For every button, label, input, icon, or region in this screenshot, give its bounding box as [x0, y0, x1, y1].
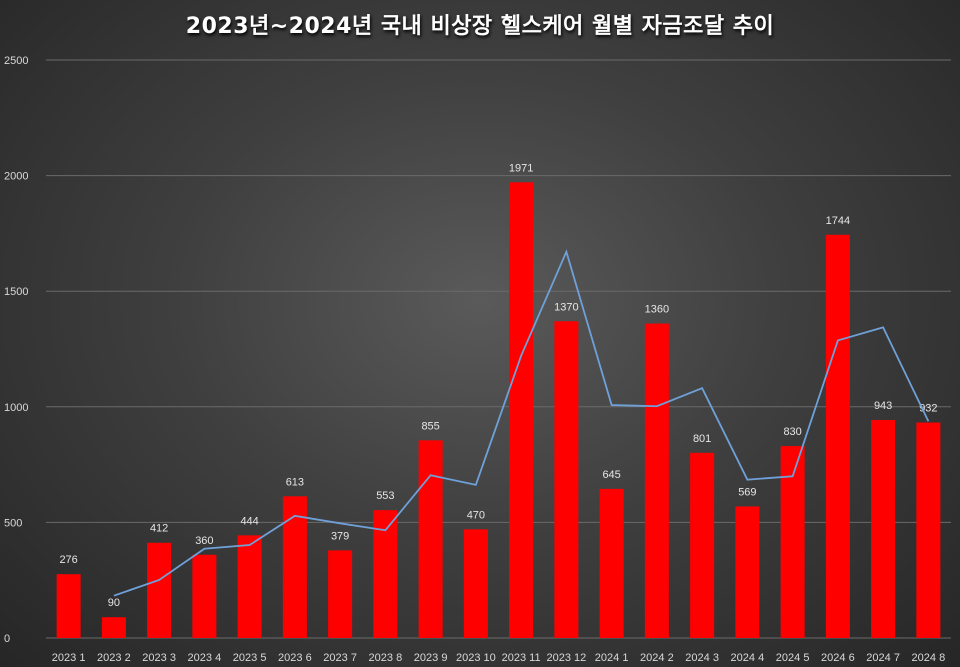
- data-label: 1971: [509, 162, 533, 174]
- data-label: 1360: [645, 304, 669, 316]
- x-tick-label: 2024 2: [640, 652, 674, 664]
- bar: [916, 422, 941, 638]
- data-label: 1370: [554, 301, 578, 313]
- x-tick-label: 2024 1: [595, 652, 629, 664]
- x-tick-label: 2024 8: [912, 652, 946, 664]
- bar: [373, 510, 398, 638]
- bar: [554, 321, 579, 638]
- bar: [509, 182, 534, 638]
- bar: [644, 323, 669, 638]
- data-label: 801: [693, 433, 711, 445]
- x-tick-label: 2023 8: [369, 652, 403, 664]
- x-tick-label: 2023 7: [323, 652, 357, 664]
- x-tick-label: 2024 3: [685, 652, 719, 664]
- data-label: 412: [150, 523, 168, 535]
- data-label: 360: [195, 535, 213, 547]
- data-label: 943: [874, 400, 892, 412]
- y-tick-label: 2500: [4, 55, 28, 67]
- x-tick-label: 2023 4: [188, 652, 222, 664]
- data-label: 276: [59, 554, 77, 566]
- data-label: 569: [738, 486, 756, 498]
- y-tick-label: 2000: [4, 171, 28, 183]
- bar: [282, 496, 307, 638]
- x-tick-label: 2023 9: [414, 652, 448, 664]
- data-label: 379: [331, 530, 349, 542]
- y-tick-label: 0: [4, 633, 10, 645]
- data-label: 830: [783, 426, 801, 438]
- bar: [328, 550, 353, 638]
- y-tick-label: 1500: [4, 286, 28, 298]
- x-tick-label: 2023 12: [546, 652, 586, 664]
- bar: [237, 535, 262, 638]
- bar: [147, 542, 172, 638]
- x-tick-label: 2024 4: [731, 652, 765, 664]
- x-tick-label: 2024 7: [866, 652, 900, 664]
- data-label: 444: [240, 515, 258, 527]
- bar: [599, 488, 624, 638]
- data-label: 90: [108, 597, 120, 609]
- x-tick-label: 2023 1: [52, 652, 86, 664]
- x-tick-label: 2024 6: [821, 652, 855, 664]
- x-tick-label: 2023 3: [142, 652, 176, 664]
- bar: [101, 617, 126, 638]
- y-tick-label: 1000: [4, 402, 28, 414]
- bar: [690, 452, 715, 638]
- bar: [463, 529, 488, 638]
- data-label: 1744: [826, 215, 850, 227]
- x-tick-label: 2023 6: [278, 652, 312, 664]
- data-label: 855: [421, 420, 439, 432]
- x-tick-label: 2023 2: [97, 652, 131, 664]
- x-tick-label: 2023 5: [233, 652, 267, 664]
- bar: [825, 234, 850, 638]
- data-label: 645: [602, 469, 620, 481]
- trend-line: [113, 249, 930, 597]
- x-tick-label: 2024 5: [776, 652, 810, 664]
- data-label: 553: [376, 490, 394, 502]
- bar: [192, 554, 217, 638]
- y-tick-label: 500: [4, 517, 22, 529]
- bar: [56, 574, 81, 638]
- x-tick-label: 2023 10: [456, 652, 496, 664]
- chart-title: 2023년~2024년 국내 비상장 헬스케어 월별 자금조달 추이: [185, 14, 775, 39]
- bar: [780, 446, 805, 638]
- data-label: 470: [467, 509, 485, 521]
- bar: [418, 440, 443, 638]
- bar: [871, 419, 896, 638]
- bar: [735, 506, 760, 638]
- x-tick-label: 2023 11: [502, 652, 541, 664]
- data-label: 613: [286, 476, 304, 488]
